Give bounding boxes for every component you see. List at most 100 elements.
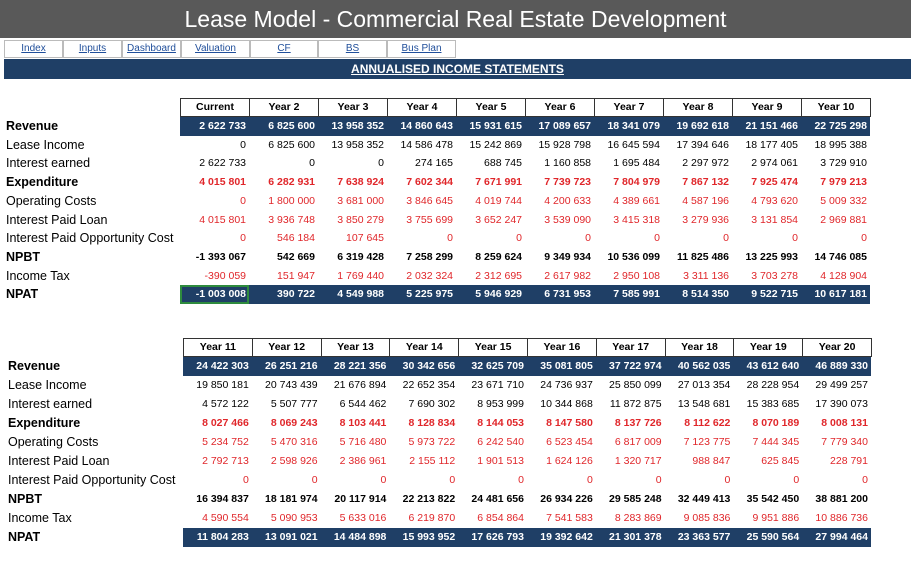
cell: 8 137 726 [614,417,662,429]
cell: 2 598 926 [270,455,318,467]
cell: 21 676 894 [333,379,387,391]
cell: 15 931 615 [469,120,522,132]
cell: 4 200 633 [544,194,591,207]
column-header: Year 6 [525,98,595,117]
column-header: Year 3 [318,98,388,117]
cell: -1 393 067 [195,250,246,263]
cell: 5 234 752 [202,436,249,448]
cell: 23 363 577 [677,531,731,543]
row-band [180,285,870,304]
column-header: Year 16 [527,338,597,357]
column-header: Year 12 [251,338,322,357]
cell: 35 542 450 [746,493,800,505]
cell: 21 301 378 [609,531,662,543]
column-header: Year 8 [663,98,733,117]
nav-link[interactable]: Index [4,40,63,58]
cell: 2 155 112 [409,455,456,467]
cell: 2 974 061 [751,157,798,170]
cell: 0 [861,232,867,245]
cell: 20 743 439 [265,379,318,391]
cell: 8 514 350 [682,288,729,301]
cell: 15 242 869 [469,138,522,151]
cell: 7 123 775 [683,436,731,448]
cell: 3 729 910 [820,157,867,170]
cell: 18 341 079 [607,120,660,132]
cell: 3 311 136 [683,269,729,282]
cell: 11 872 875 [609,398,662,410]
nav-link[interactable]: Dashboard [122,40,181,58]
cell: 7 739 723 [544,176,591,189]
cell: 14 860 643 [400,120,453,132]
cell: 1 769 440 [337,269,384,282]
row-label: NPAT [8,530,41,544]
nav-link[interactable]: Bus Plan [387,40,456,58]
nav-link[interactable]: Valuation [181,40,250,58]
cell: 5 633 016 [339,512,387,524]
cell: 24 481 656 [471,493,524,505]
nav-link[interactable]: CF [250,40,318,58]
cell: 1 624 126 [546,455,593,467]
row-label: Interest earned [6,156,91,171]
cell: 23 671 710 [471,379,524,391]
cell: 17 626 793 [471,531,524,543]
cell: 24 422 303 [196,360,249,372]
row-label: NPBT [8,492,43,506]
title-bar: Lease Model - Commercial Real Estate Dev… [0,0,911,38]
nav-link[interactable]: BS [318,40,387,58]
cell: 16 394 837 [196,493,249,505]
cell: 8 112 622 [684,417,731,429]
cell: 46 889 330 [815,360,868,372]
cell: 4 389 661 [613,194,660,207]
row-label: Lease Income [6,137,85,152]
cell: 6 731 953 [544,288,591,301]
cell: 13 548 681 [677,398,731,410]
cell: 107 645 [346,232,384,245]
cell: 20 117 914 [334,493,387,505]
cell: 24 736 937 [540,379,593,391]
cell: 274 165 [415,157,453,170]
row-label: Expenditure [8,416,81,430]
cell: 0 [724,474,731,486]
cell: 28 221 356 [333,360,387,372]
cell: 7 638 924 [337,176,384,189]
cell: 28 228 954 [746,379,800,391]
cell: 13 225 993 [745,250,798,263]
cell: 2 032 324 [406,269,453,282]
cell: 25 590 564 [746,531,800,543]
nav-link[interactable]: Inputs [63,40,122,58]
cell: 2 950 108 [613,269,660,282]
cell: 7 804 979 [613,176,660,189]
cell: 3 279 936 [682,213,729,226]
cell: 27 994 464 [815,531,868,543]
cell: 8 147 580 [546,417,593,429]
cell: 6 242 540 [477,436,524,448]
cell: 8 283 869 [614,512,662,524]
cell: 6 854 864 [477,512,524,524]
row-label: Operating Costs [6,193,97,208]
cell: 2 792 713 [202,455,249,467]
row-label: Interest Paid Opportunity Cost [8,473,176,487]
cell: 3 703 278 [751,269,798,282]
cell: 27 013 354 [677,379,731,391]
row-label: Income Tax [6,268,70,283]
column-header: Year 2 [249,98,319,117]
cell: 19 692 618 [676,120,729,132]
cell: 7 444 345 [752,436,800,448]
cell: 29 585 248 [609,493,662,505]
cell: 9 522 715 [751,288,798,301]
cell: 7 671 991 [475,176,522,189]
cell: 0 [380,474,387,486]
cell: 3 681 000 [337,194,384,207]
cell: 4 590 554 [202,512,249,524]
cell: 16 645 594 [607,138,660,151]
cell: 6 825 600 [268,138,315,151]
cell: 1 695 484 [613,157,660,170]
cell: 5 716 480 [339,436,387,448]
cell: 8 144 053 [477,417,524,429]
row-label: Operating Costs [8,435,99,449]
cell: 4 793 620 [751,194,798,207]
cell: 43 612 640 [746,360,800,372]
cell: 3 846 645 [406,194,453,207]
cell: 2 969 881 [820,213,867,226]
cell: 0 [723,232,729,245]
